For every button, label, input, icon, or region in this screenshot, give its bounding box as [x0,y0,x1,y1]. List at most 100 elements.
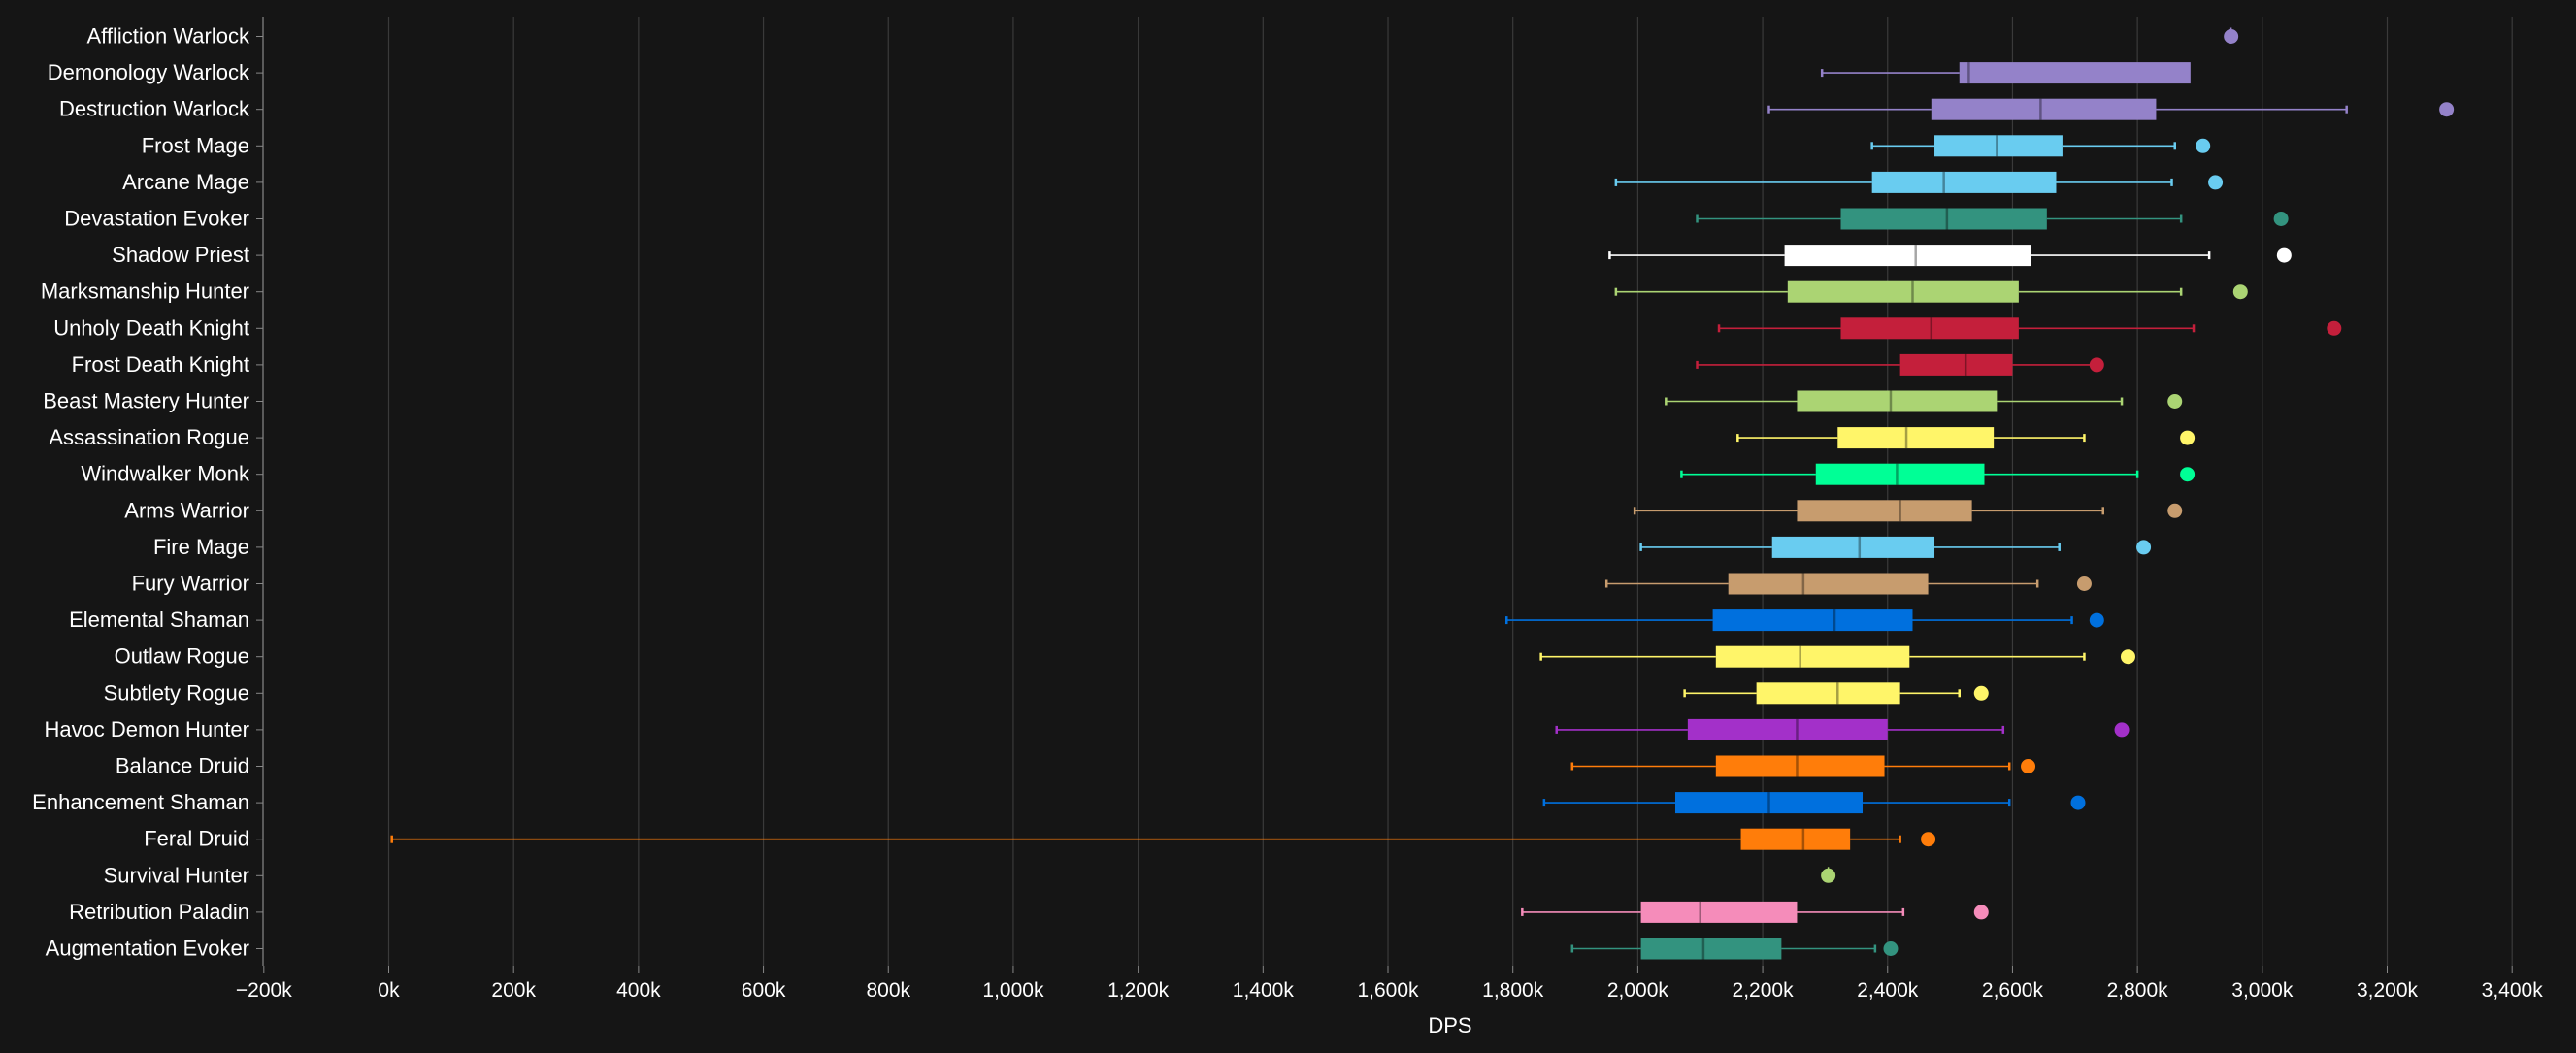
y-category-label: Arms Warrior [124,498,249,522]
box-iqr [1771,536,1935,558]
y-category-label: Enhancement Shaman [32,790,249,814]
outlier-point [2232,284,2248,300]
box-group [1614,280,2248,303]
y-category-label: Demonology Warlock [48,60,250,84]
box-iqr [1837,427,1995,449]
box-group [1870,135,2211,157]
outlier-point [2327,320,2342,336]
box-group [1542,792,2086,814]
outlier-point [2439,102,2455,117]
x-tick-label: 800k [866,979,910,1002]
box-group [1696,208,2289,230]
box-group [1736,427,2196,449]
outlier-point [2276,247,2292,263]
y-category-label: Survival Hunter [104,863,249,887]
outlier-point [1821,868,1836,883]
box-iqr [1640,938,1782,960]
outlier-point [2136,540,2152,555]
y-category-label: Frost Mage [142,133,249,157]
y-category-label: Elemental Shaman [69,608,249,632]
y-category-label: Unholy Death Knight [53,315,249,340]
outlier-point [2120,649,2135,665]
y-category-label: Havoc Demon Hunter [44,717,249,741]
y-category-label: Arcane Mage [122,170,249,194]
y-category-label: Fury Warrior [132,572,249,596]
outlier-point [2089,357,2104,373]
box-group [1680,463,2196,485]
x-tick-label: 1,800k [1482,979,1544,1002]
x-tick-label: 3,200k [2357,979,2419,1002]
y-category-label: Assassination Rogue [49,425,249,449]
x-tick-label: 400k [616,979,661,1002]
outlier-point [2114,722,2130,738]
outlier-point [2167,394,2183,409]
box-group [1604,573,2092,595]
x-tick-label: 2,200k [1733,979,1795,1002]
y-category-label: Fire Mage [153,535,249,559]
x-axis-title: DPS [1428,1013,1471,1037]
box-group [1767,98,2455,120]
y-category-label: Windwalker Monk [81,462,250,486]
outlier-point [1973,905,1989,920]
box-iqr [1728,573,1929,595]
x-tick-label: 1,600k [1357,979,1419,1002]
y-category-label: Marksmanship Hunter [41,280,249,304]
y-category-label: Balance Druid [116,754,249,778]
box-iqr [1840,317,2019,340]
box-iqr [1815,463,1985,485]
y-category-label: Beast Mastery Hunter [43,389,249,413]
axes [256,17,2513,973]
x-axis-labels: −200k 0k 200k 400k 600k 800k 1,000k 1,200k 1,400… [236,979,2543,1002]
box-series [390,27,2455,960]
outlier-point [2180,467,2196,482]
y-category-label: Outlaw Rogue [115,644,249,669]
y-category-label: Affliction Warlock [87,24,250,49]
outlier-point [2208,175,2224,190]
box-iqr [1756,682,1900,705]
box-iqr [1715,645,1910,668]
box-group [1505,609,2104,632]
outlier-point [1921,832,1936,847]
box-group [1633,500,2183,522]
y-category-label: Devastation Evoker [64,207,249,231]
x-tick-label: 1,000k [982,979,1044,1002]
box-group [1614,171,2224,193]
box-group [1683,682,1989,705]
box-group [1555,718,2130,740]
box-iqr [1931,98,2157,120]
outlier-point [2089,612,2104,628]
box-iqr [1959,62,2191,84]
outlier-point [2224,29,2239,44]
x-tick-label: 3,400k [2482,979,2544,1002]
y-category-label: Subtlety Rogue [104,680,249,705]
x-tick-label: 2,400k [1857,979,1919,1002]
outlier-point [2273,212,2289,226]
outlier-point [1883,941,1899,956]
y-category-label: Feral Druid [144,827,249,851]
x-tick-label: −200k [236,979,292,1002]
x-tick-label: 200k [491,979,536,1002]
x-tick-label: 2,000k [1607,979,1669,1002]
box-iqr [1840,208,2047,230]
outlier-point [2076,576,2092,591]
y-category-label: Frost Death Knight [72,352,249,377]
gridlines [387,17,2513,966]
box-iqr [1899,353,2013,376]
box-group [1717,317,2342,340]
y-category-label: Augmentation Evoker [46,937,249,961]
box-group [1696,353,2104,376]
x-tick-label: 2,600k [1982,979,2044,1002]
outlier-point [2196,138,2211,153]
x-tick-label: 600k [742,979,786,1002]
outlier-point [2021,759,2036,773]
box-iqr [1934,135,2063,157]
box-iqr [1871,171,2057,193]
box-iqr [1787,280,2019,303]
box-group [1608,245,2292,267]
outlier-point [1973,685,1989,701]
x-tick-label: 0k [378,979,400,1002]
box-iqr [1797,390,1998,412]
box-group [2224,27,2239,44]
